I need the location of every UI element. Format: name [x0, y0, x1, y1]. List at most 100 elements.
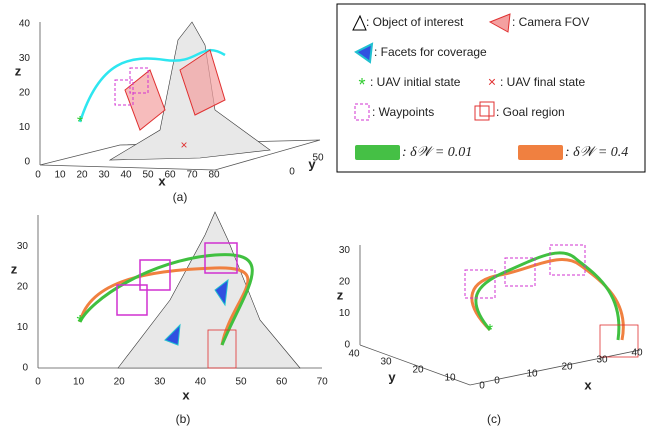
start-marker: * — [76, 312, 83, 332]
legend-icon — [354, 42, 374, 64]
legend-text: : UAV final state — [500, 75, 585, 89]
legend-text: : δ𝒲 = 0.01 — [402, 145, 472, 160]
x-tick-label: 10 — [54, 170, 66, 181]
legend-icon — [518, 145, 563, 160]
trajectory — [78, 48, 226, 123]
x-tick-label: 70 — [186, 170, 198, 181]
y-tick-label: 10 — [444, 373, 456, 384]
x-tick-label: 60 — [164, 170, 176, 181]
waypoint — [464, 269, 496, 299]
legend-icon: × — [488, 74, 496, 90]
y-tick-label: 30 — [380, 357, 392, 368]
z-tick-label: 20 — [19, 88, 31, 99]
x-tick-label: 30 — [98, 170, 110, 181]
x-tick-label: 10 — [73, 377, 85, 388]
x-tick-label: 20 — [561, 362, 573, 373]
caption: (b) — [176, 412, 191, 426]
legend-icon — [354, 103, 370, 121]
trajectory — [470, 258, 625, 341]
facet — [214, 278, 229, 307]
goal-region — [207, 329, 237, 369]
facet — [164, 323, 181, 346]
legend-icon — [479, 101, 495, 117]
x-tick-label: 50 — [142, 170, 154, 181]
axes — [359, 245, 641, 386]
legend-box — [336, 3, 646, 173]
waypoint — [504, 257, 536, 287]
trajectory — [78, 266, 250, 346]
legend-text: : Object of interest — [366, 15, 464, 29]
legend-icon — [352, 14, 367, 31]
z-tick-label: 30 — [17, 241, 29, 252]
x-tick-label: 20 — [76, 170, 88, 181]
x-tick-label: 80 — [208, 170, 220, 181]
legend-text: : Camera FOV — [512, 15, 589, 29]
x-tick-label: 30 — [596, 355, 608, 366]
waypoint — [116, 284, 148, 316]
x-axis-label: x — [182, 387, 190, 402]
end-marker: × — [180, 138, 187, 152]
z-tick-label: 40 — [19, 19, 31, 30]
legend-text: : UAV initial state — [370, 75, 461, 89]
legend: : Object of interest : Camera FOV : Face… — [336, 3, 646, 173]
x-axis-label: x — [584, 377, 592, 392]
x-tick-label: 0 — [494, 376, 500, 387]
x-tick-label: 70 — [317, 377, 329, 388]
trajectory — [474, 251, 621, 341]
z-tick-label: 0 — [344, 340, 350, 351]
y-tick-label: 0 — [479, 381, 485, 392]
panel-a-art: * × — [39, 21, 321, 171]
mesh — [117, 211, 301, 369]
z-tick-label: 10 — [19, 122, 31, 133]
y-axis-label: y — [388, 369, 396, 384]
x-tick-label: 20 — [114, 377, 126, 388]
x-axis-label: x — [158, 173, 166, 188]
x-tick-label: 10 — [526, 369, 538, 380]
legend-icon — [488, 13, 511, 33]
goal-region — [599, 324, 639, 358]
waypoint — [549, 244, 586, 276]
y-tick-label: 0 — [289, 167, 295, 178]
y-tick-label: 40 — [348, 349, 360, 360]
trajectory — [78, 253, 254, 346]
z-axis-label: z — [337, 287, 344, 302]
x-tick-label: 60 — [276, 377, 288, 388]
legend-icon: * — [358, 75, 365, 95]
z-axis-label: z — [11, 261, 18, 276]
z-tick-label: 20 — [339, 277, 351, 288]
waypoint — [139, 259, 171, 291]
z-tick-label: 0 — [22, 363, 28, 374]
panel-c-art: * — [359, 244, 641, 386]
x-tick-label: 40 — [195, 377, 207, 388]
z-tick-label: 30 — [19, 53, 31, 64]
z-tick-label: 30 — [339, 245, 351, 256]
fov — [179, 49, 226, 116]
legend-text: : δ𝒲 = 0.4 — [565, 145, 628, 160]
z-tick-label: 10 — [339, 308, 351, 319]
start-marker: * — [487, 322, 493, 339]
y-axis-label: y — [308, 156, 316, 171]
waypoint — [129, 67, 149, 94]
z-tick-label: 20 — [17, 282, 29, 293]
fov — [124, 69, 166, 131]
x-tick-label: 40 — [120, 170, 132, 181]
caption: (a) — [173, 190, 188, 204]
x-tick-label: 50 — [235, 377, 247, 388]
waypoint — [204, 242, 238, 274]
caption: (c) — [487, 412, 501, 426]
legend-text: : Waypoints — [372, 105, 434, 119]
y-tick-label: 20 — [412, 365, 424, 376]
x-tick-label: 0 — [35, 170, 41, 181]
legend-text: : Goal region — [496, 105, 565, 119]
z-axis-label: z — [15, 63, 22, 78]
y-tick-label: 50 — [312, 153, 324, 164]
x-tick-label: 0 — [35, 377, 41, 388]
legend-icon — [355, 145, 400, 160]
x-tick-label: 40 — [631, 348, 643, 359]
z-tick-label: 10 — [17, 322, 29, 333]
legend-text: : Facets for coverage — [374, 45, 487, 59]
start-marker: * — [77, 114, 83, 131]
panel-b-art: * — [37, 211, 322, 369]
x-tick-label: 30 — [154, 377, 166, 388]
